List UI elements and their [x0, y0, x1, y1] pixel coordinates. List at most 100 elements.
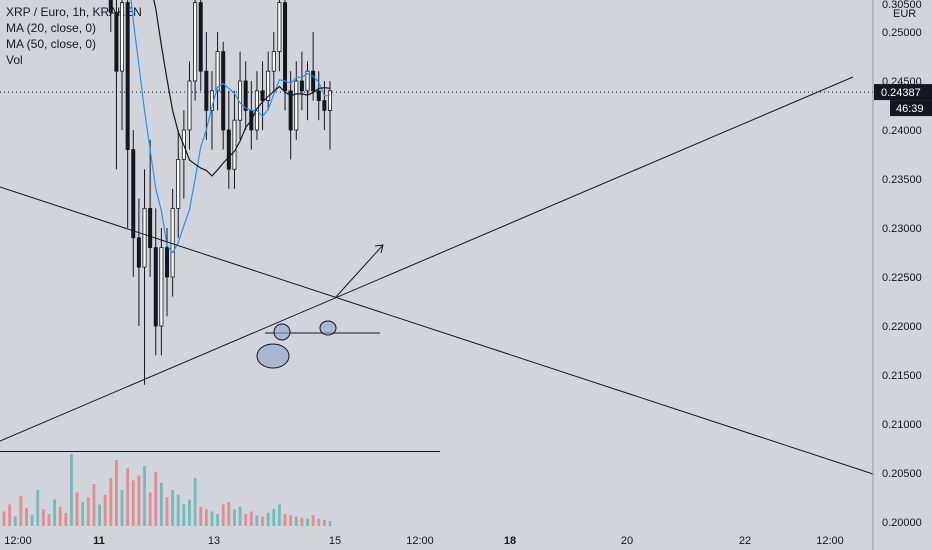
current-price-label: 0.24387: [881, 87, 921, 99]
candle-down: [221, 51, 226, 131]
volume-bar: [137, 475, 141, 526]
candle-down: [198, 2, 203, 72]
time-tick-label: 15: [329, 535, 341, 547]
volume-bar: [53, 499, 56, 526]
volume-bar: [306, 518, 309, 526]
volume-bar: [255, 515, 259, 526]
candle-up: [266, 70, 271, 101]
volume-bar: [75, 492, 79, 526]
volume-bar: [81, 502, 85, 526]
candle-down: [114, 11, 119, 72]
legend-ma20: MA (20, close, 0): [6, 21, 97, 35]
volume-bar: [188, 499, 191, 526]
candle-down: [283, 2, 288, 92]
candle-up: [187, 80, 192, 131]
volume-bar: [317, 518, 321, 526]
volume-bar: [30, 515, 34, 526]
candle-down: [288, 90, 293, 131]
volume-bar: [19, 496, 23, 526]
volume-bar: [216, 514, 219, 526]
countdown-label: 46:39: [896, 103, 924, 115]
candle-down: [322, 100, 327, 111]
volume-bar: [171, 490, 175, 526]
pattern-ellipse: [273, 323, 291, 341]
volume-bar: [8, 504, 12, 526]
ascending-trendline: [0, 76, 854, 442]
volume-bar: [294, 516, 298, 526]
candle-up: [271, 51, 276, 72]
volume-bar: [210, 511, 214, 526]
countdown-tag: [890, 100, 932, 117]
time-tick-label: 11: [93, 535, 105, 547]
horizontal-levels: [0, 91, 873, 452]
volume-bar: [199, 506, 203, 526]
candle-down: [148, 207, 153, 248]
candle-down: [136, 237, 141, 268]
volume-bar: [70, 454, 73, 526]
volume-bar: [238, 506, 242, 526]
volume-bar: [176, 494, 180, 526]
price-tick-label: 0.25000: [882, 27, 922, 39]
chart-legend: XRP / Euro, 1h, KRAKEN MA (20, close, 0)…: [6, 4, 142, 68]
candle-up: [294, 80, 299, 131]
candle-down: [153, 247, 158, 327]
trend-drawings[interactable]: [0, 76, 874, 475]
volume-bar: [154, 472, 158, 526]
volume-bar: [115, 460, 118, 526]
volume-bar: [182, 504, 186, 526]
volume-bar: [86, 497, 90, 526]
candle-up: [120, 2, 125, 72]
volume-bar: [159, 482, 163, 526]
price-tick-label: 0.20500: [882, 468, 922, 480]
candle-down: [125, 2, 130, 150]
candle-up: [215, 51, 220, 92]
volume-bar: [227, 502, 231, 526]
volume-bar: [283, 514, 287, 526]
volume-bar: [233, 509, 236, 526]
volume-bar: [148, 492, 152, 526]
volume-bar: [143, 466, 146, 526]
arrow-head: [374, 244, 384, 254]
ma50-line: [153, 0, 331, 177]
candles[interactable]: [2, 0, 332, 385]
volume-bar: [300, 517, 304, 526]
volume-bar: [103, 494, 107, 526]
candle-up: [305, 70, 310, 92]
volume-bar: [278, 504, 281, 526]
volume-bar: [165, 497, 169, 526]
candle-up: [232, 119, 237, 170]
volume-bars: [2, 454, 332, 526]
candle-up: [142, 207, 147, 268]
candle-up: [170, 207, 175, 278]
current-price-tag: [874, 84, 932, 101]
time-tick-label: 20: [621, 535, 633, 547]
volume-bar: [289, 515, 293, 526]
volume-bar: [249, 511, 253, 526]
volume-bar: [244, 514, 248, 526]
time-axis[interactable]: 12:00 11 13 15 12:00 18 20 22 12:00: [4, 535, 844, 547]
volume-bar: [266, 512, 270, 526]
volume-bar: [47, 514, 51, 526]
price-axis[interactable]: 0.20000 0.20500 0.21000 0.21500 0.22000 0.225…: [872, 0, 932, 550]
candle-down: [299, 80, 304, 92]
volume-bar: [25, 508, 28, 526]
volume-bar: [261, 516, 264, 526]
price-tick-label: 0.23500: [882, 174, 922, 186]
pattern-ellipse: [256, 343, 290, 369]
volume-bar: [221, 504, 225, 526]
volume-bar: [322, 520, 326, 526]
candle-down: [164, 247, 169, 278]
volume-bar: [109, 478, 113, 526]
price-tick-label: 0.22000: [882, 321, 922, 333]
volume-bar: [328, 521, 332, 526]
legend-ma50: MA (50, close, 0): [6, 37, 97, 51]
volume-bar: [98, 504, 101, 526]
time-tick-label: 12:00: [406, 535, 434, 547]
candle-up: [193, 2, 198, 82]
time-tick-label: 12:00: [4, 535, 32, 547]
volume-bar: [311, 515, 315, 526]
price-tick-label-partial: 0.30500: [882, 0, 922, 11]
price-tick-label: 0.22500: [882, 272, 922, 284]
time-tick-label: 18: [504, 535, 516, 547]
